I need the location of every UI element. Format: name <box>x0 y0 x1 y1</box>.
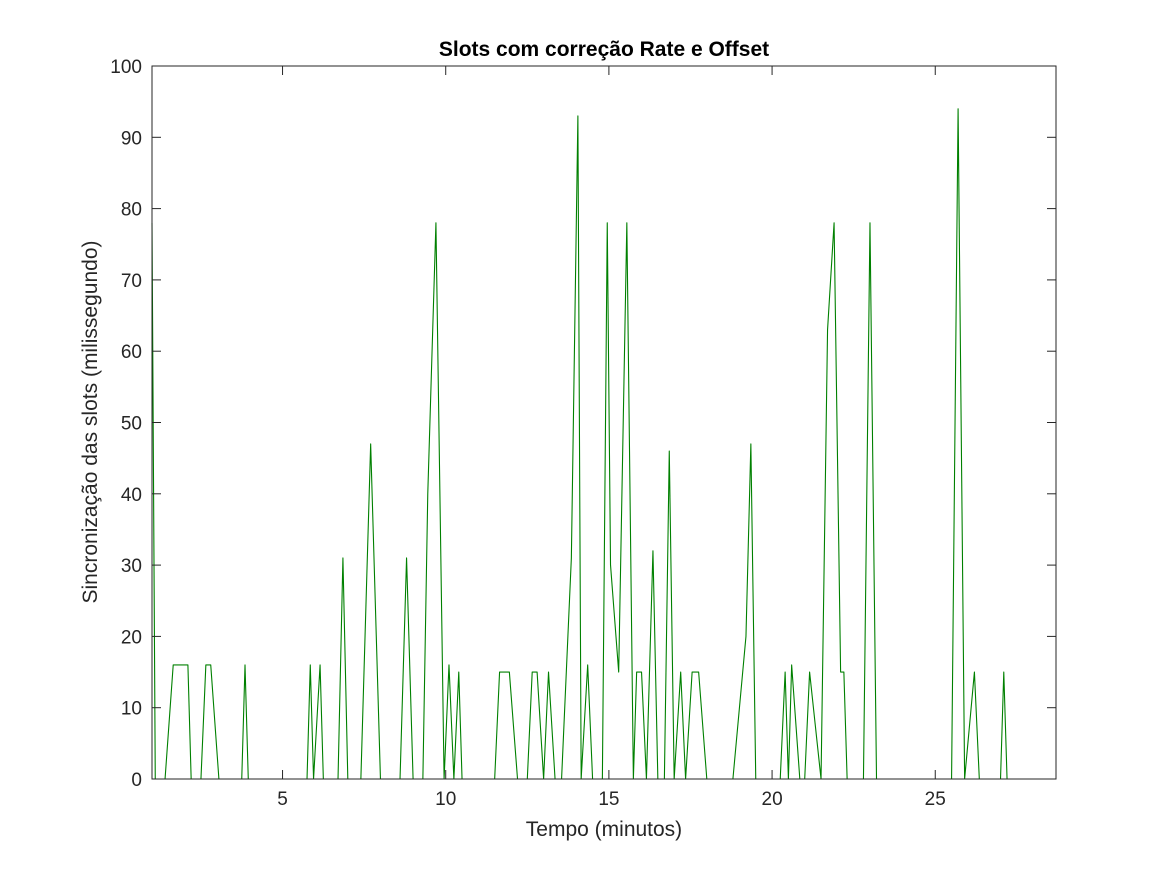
y-tick-label: 50 <box>121 414 142 435</box>
y-tick-label: 20 <box>121 627 142 648</box>
x-tick-label: 5 <box>277 789 288 810</box>
y-tick-label: 0 <box>131 770 142 791</box>
y-tick-label: 60 <box>121 342 142 363</box>
x-tick-label: 20 <box>762 789 783 810</box>
y-tick-label: 40 <box>121 485 142 506</box>
y-tick-label: 30 <box>121 556 142 577</box>
plot-area <box>151 108 1024 780</box>
x-axis-label: Tempo (minutos) <box>526 818 682 841</box>
chart-title: Slots com correção Rate e Offset <box>439 38 769 61</box>
data-series-line-0 <box>151 108 1024 780</box>
x-axis-ticks: 5 10 15 20 25 <box>277 66 946 810</box>
y-tick-label: 10 <box>121 699 142 720</box>
y-axis-label: Sincronização das slots (milissegundo) <box>79 241 102 604</box>
x-tick-label: 25 <box>925 789 946 810</box>
y-tick-label: 80 <box>121 200 142 221</box>
y-tick-label: 70 <box>121 271 142 292</box>
y-tick-label: 90 <box>121 128 142 149</box>
x-tick-label: 10 <box>435 789 456 810</box>
x-tick-label: 15 <box>598 789 619 810</box>
y-tick-label: 100 <box>110 57 142 78</box>
y-axis-ticks: 0 10 20 30 40 50 60 70 80 90 100 <box>110 57 1056 791</box>
